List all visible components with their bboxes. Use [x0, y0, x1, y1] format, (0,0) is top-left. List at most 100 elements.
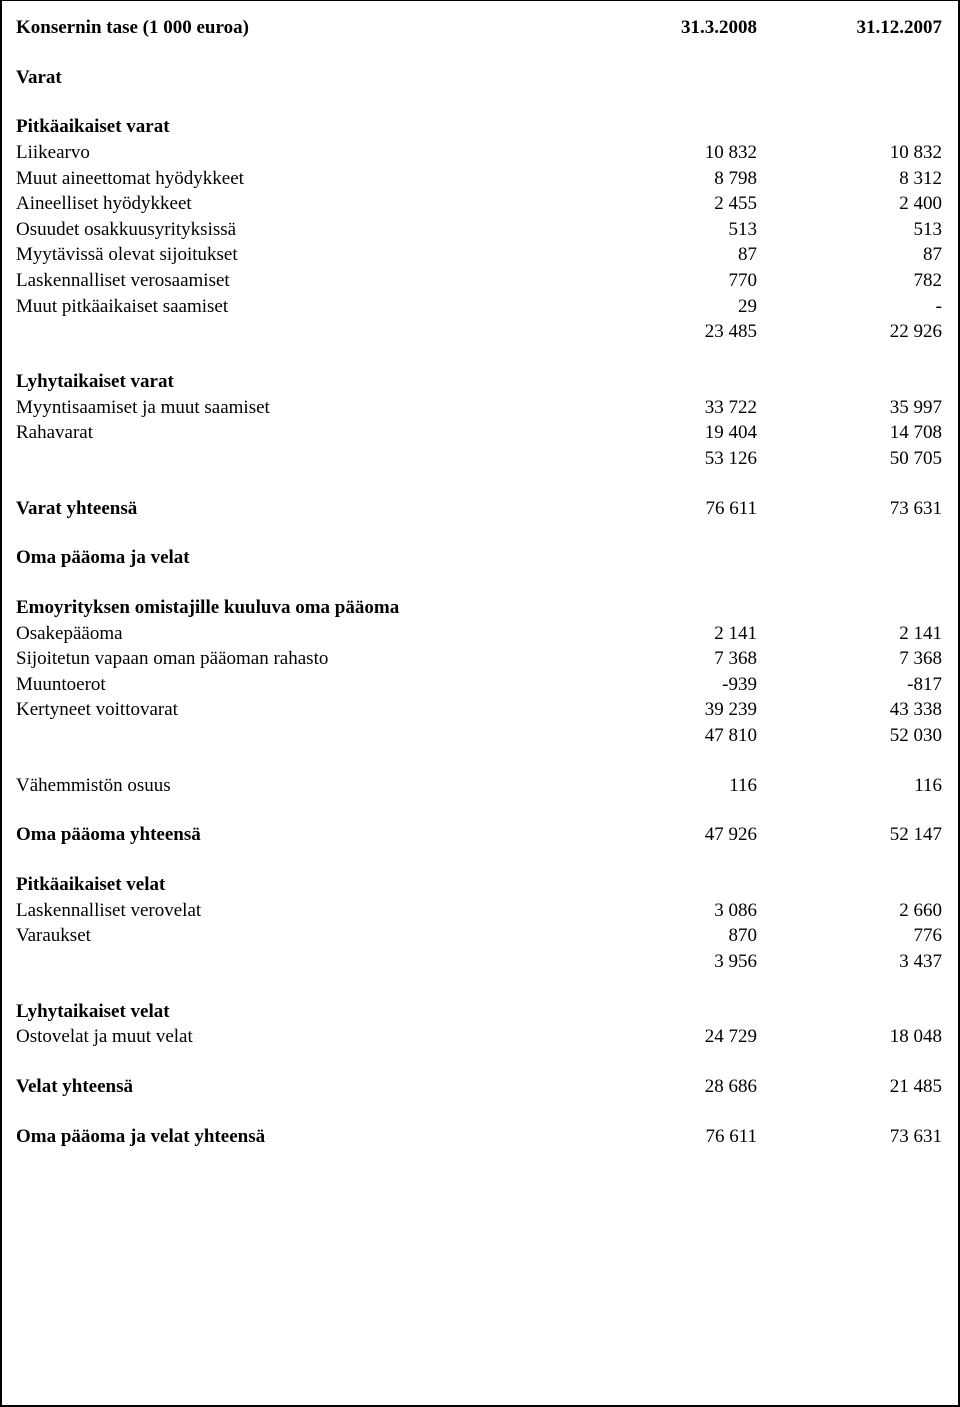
- label: Oma pääoma yhteensä: [16, 822, 576, 848]
- value-2: 2 660: [761, 898, 946, 924]
- row-afs: Myytävissä olevat sijoitukset 87 87: [16, 242, 946, 268]
- row-tangible: Aineelliset hyödykkeet 2 455 2 400: [16, 191, 946, 217]
- row-parent-equity-subtotal: 47 810 52 030: [16, 723, 946, 749]
- label: Osuudet osakkuusyrityksissä: [16, 217, 576, 243]
- label: Myyntisaamiset ja muut saamiset: [16, 395, 576, 421]
- value-1: 2 455: [576, 191, 761, 217]
- value-1: 53 126: [576, 446, 761, 472]
- row-minority: Vähemmistön osuus 116 116: [16, 773, 946, 799]
- row-lt-subtotal: 23 485 22 926: [16, 319, 946, 345]
- value-2: 18 048: [761, 1024, 946, 1050]
- value-1: 76 611: [576, 496, 761, 522]
- value-2: 73 631: [761, 1124, 946, 1150]
- value-1: 870: [576, 923, 761, 949]
- value-2: 7 368: [761, 646, 946, 672]
- value-1: 28 686: [576, 1074, 761, 1100]
- label: Velat yhteensä: [16, 1074, 576, 1100]
- row-equity-total: Oma pääoma yhteensä 47 926 52 147: [16, 822, 946, 848]
- value-1: 24 729: [576, 1024, 761, 1050]
- value-1: 47 926: [576, 822, 761, 848]
- row-goodwill: Liikearvo 10 832 10 832: [16, 140, 946, 166]
- value-1: 39 239: [576, 697, 761, 723]
- short-term-liab-heading: Lyhytaikaiset velat: [16, 999, 576, 1025]
- value-1: 8 798: [576, 166, 761, 192]
- value-2: 43 338: [761, 697, 946, 723]
- value-2: 2 141: [761, 621, 946, 647]
- value-1: 10 832: [576, 140, 761, 166]
- row-trade-payables: Ostovelat ja muut velat 24 729 18 048: [16, 1024, 946, 1050]
- row-provisions: Varaukset 870 776: [16, 923, 946, 949]
- parent-equity-heading: Emoyrityksen omistajille kuuluva oma pää…: [16, 595, 576, 621]
- value-1: 3 956: [576, 949, 761, 975]
- label: Ostovelat ja muut velat: [16, 1024, 576, 1050]
- value-2: 8 312: [761, 166, 946, 192]
- row-cash: Rahavarat 19 404 14 708: [16, 420, 946, 446]
- value-2: 2 400: [761, 191, 946, 217]
- table-title: Konsernin tase (1 000 euroa): [16, 15, 576, 41]
- label: Laskennalliset verosaamiset: [16, 268, 576, 294]
- label: Varaukset: [16, 923, 576, 949]
- value-2: -: [761, 294, 946, 320]
- label: Aineelliset hyödykkeet: [16, 191, 576, 217]
- value-2: 52 030: [761, 723, 946, 749]
- value-2: 87: [761, 242, 946, 268]
- row-retained: Kertyneet voittovarat 39 239 43 338: [16, 697, 946, 723]
- row-assets-total: Varat yhteensä 76 611 73 631: [16, 496, 946, 522]
- value-2: 52 147: [761, 822, 946, 848]
- value-2: 782: [761, 268, 946, 294]
- row-deferred-tax-liab: Laskennalliset verovelat 3 086 2 660: [16, 898, 946, 924]
- balance-sheet-table: Konsernin tase (1 000 euroa) 31.3.2008 3…: [16, 15, 946, 1149]
- value-2: 22 926: [761, 319, 946, 345]
- value-2: 776: [761, 923, 946, 949]
- value-1: 2 141: [576, 621, 761, 647]
- value-2: 513: [761, 217, 946, 243]
- row-trade-recv: Myyntisaamiset ja muut saamiset 33 722 3…: [16, 395, 946, 421]
- value-1: 7 368: [576, 646, 761, 672]
- label: Osakepääoma: [16, 621, 576, 647]
- label: Sijoitetun vapaan oman pääoman rahasto: [16, 646, 576, 672]
- label: Vähemmistön osuus: [16, 773, 576, 799]
- long-term-assets-heading: Pitkäaikaiset varat: [16, 114, 576, 140]
- row-deferred-tax-asset: Laskennalliset verosaamiset 770 782: [16, 268, 946, 294]
- value-2: 10 832: [761, 140, 946, 166]
- value-2: 50 705: [761, 446, 946, 472]
- value-2: 116: [761, 773, 946, 799]
- label: Kertyneet voittovarat: [16, 697, 576, 723]
- value-1: -939: [576, 672, 761, 698]
- row-other-lt-recv: Muut pitkäaikaiset saamiset 29 -: [16, 294, 946, 320]
- value-1: 23 485: [576, 319, 761, 345]
- long-term-liab-heading: Pitkäaikaiset velat: [16, 872, 576, 898]
- label: Muut aineettomat hyödykkeet: [16, 166, 576, 192]
- label: Myytävissä olevat sijoitukset: [16, 242, 576, 268]
- row-lt-liab-subtotal: 3 956 3 437: [16, 949, 946, 975]
- row-associates: Osuudet osakkuusyrityksissä 513 513: [16, 217, 946, 243]
- document-page: Konsernin tase (1 000 euroa) 31.3.2008 3…: [0, 0, 960, 1407]
- value-1: 770: [576, 268, 761, 294]
- label: Oma pääoma ja velat yhteensä: [16, 1124, 576, 1150]
- value-1: 19 404: [576, 420, 761, 446]
- value-2: -817: [761, 672, 946, 698]
- value-1: 116: [576, 773, 761, 799]
- assets-heading: Varat: [16, 65, 576, 91]
- value-1: 33 722: [576, 395, 761, 421]
- col-date-2: 31.12.2007: [761, 15, 946, 41]
- value-1: 29: [576, 294, 761, 320]
- value-2: 35 997: [761, 395, 946, 421]
- label: Varat yhteensä: [16, 496, 576, 522]
- value-1: 3 086: [576, 898, 761, 924]
- row-translation: Muuntoerot -939 -817: [16, 672, 946, 698]
- row-grand-total: Oma pääoma ja velat yhteensä 76 611 73 6…: [16, 1124, 946, 1150]
- short-term-assets-heading: Lyhytaikaiset varat: [16, 369, 576, 395]
- value-1: 513: [576, 217, 761, 243]
- header-row: Konsernin tase (1 000 euroa) 31.3.2008 3…: [16, 15, 946, 41]
- row-share-capital: Osakepääoma 2 141 2 141: [16, 621, 946, 647]
- value-2: 21 485: [761, 1074, 946, 1100]
- label: Laskennalliset verovelat: [16, 898, 576, 924]
- row-st-subtotal: 53 126 50 705: [16, 446, 946, 472]
- value-1: 76 611: [576, 1124, 761, 1150]
- row-liab-total: Velat yhteensä 28 686 21 485: [16, 1074, 946, 1100]
- value-1: 47 810: [576, 723, 761, 749]
- value-2: 3 437: [761, 949, 946, 975]
- label: Rahavarat: [16, 420, 576, 446]
- equity-liab-heading: Oma pääoma ja velat: [16, 545, 576, 571]
